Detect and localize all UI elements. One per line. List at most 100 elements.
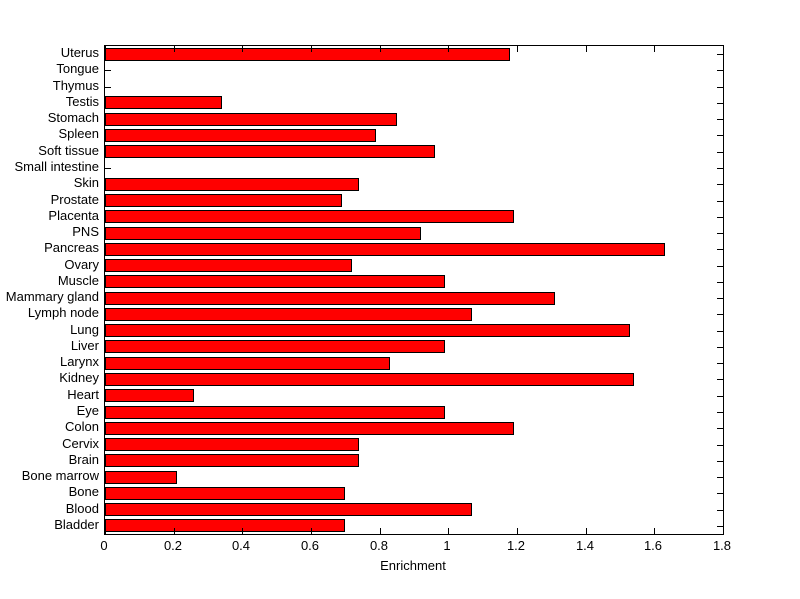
y-tick-right bbox=[717, 379, 723, 380]
y-tick-right bbox=[717, 526, 723, 527]
y-tick-label: Tongue bbox=[56, 61, 99, 76]
y-tick-label: Stomach bbox=[47, 110, 99, 125]
bar-eye bbox=[105, 406, 445, 419]
y-tick-right bbox=[717, 510, 723, 511]
y-tick-right bbox=[717, 87, 723, 88]
bar-larynx bbox=[105, 357, 390, 370]
y-tick-label: Uterus bbox=[60, 45, 99, 60]
y-tick-left bbox=[105, 87, 111, 88]
y-tick-label: Ovary bbox=[64, 257, 99, 272]
x-tick-label: 1.8 bbox=[712, 538, 732, 553]
y-tick-label: Small intestine bbox=[14, 159, 99, 174]
y-tick-right bbox=[717, 249, 723, 250]
x-tick-top bbox=[242, 46, 243, 52]
y-tick-right bbox=[717, 266, 723, 267]
y-tick-label: Muscle bbox=[57, 273, 99, 288]
x-tick-top bbox=[586, 46, 587, 52]
x-tick-top bbox=[517, 46, 518, 52]
bar-pancreas bbox=[105, 243, 665, 256]
y-tick-right bbox=[717, 314, 723, 315]
x-tick-bottom bbox=[586, 528, 587, 534]
bar-brain bbox=[105, 454, 359, 467]
y-tick-right bbox=[717, 70, 723, 71]
y-tick-label: Blood bbox=[65, 501, 99, 516]
y-tick-right bbox=[717, 54, 723, 55]
bar-ovary bbox=[105, 259, 352, 272]
bar-kidney bbox=[105, 373, 634, 386]
y-tick-right bbox=[717, 201, 723, 202]
x-tick-bottom bbox=[242, 528, 243, 534]
bar-bone-marrow bbox=[105, 471, 177, 484]
x-tick-top bbox=[380, 46, 381, 52]
x-tick-top bbox=[448, 46, 449, 52]
y-tick-right bbox=[717, 217, 723, 218]
bar-liver bbox=[105, 340, 445, 353]
y-tick-label: Mammary gland bbox=[5, 289, 99, 304]
y-tick-label: Eye bbox=[76, 403, 99, 418]
bar-soft-tissue bbox=[105, 145, 435, 158]
bar-lung bbox=[105, 324, 630, 337]
x-tick-bottom bbox=[654, 528, 655, 534]
x-axis-title: Enrichment bbox=[380, 558, 446, 573]
y-tick-label: Heart bbox=[67, 387, 99, 402]
x-tick-label: 1.4 bbox=[575, 538, 595, 553]
x-tick-label: 1.2 bbox=[506, 538, 526, 553]
y-tick-right bbox=[717, 184, 723, 185]
y-tick-label: Kidney bbox=[59, 370, 99, 385]
y-tick-label: Colon bbox=[65, 419, 99, 434]
bar-pns bbox=[105, 227, 421, 240]
x-tick-top bbox=[654, 46, 655, 52]
bar-spleen bbox=[105, 129, 376, 142]
y-tick-label: Pancreas bbox=[44, 240, 99, 255]
bar-colon bbox=[105, 422, 514, 435]
y-tick-right bbox=[717, 461, 723, 462]
y-tick-label: Prostate bbox=[50, 192, 99, 207]
y-tick-right bbox=[717, 412, 723, 413]
y-tick-right bbox=[717, 103, 723, 104]
x-tick-bottom bbox=[380, 528, 381, 534]
y-tick-right bbox=[717, 331, 723, 332]
y-tick-label: Soft tissue bbox=[38, 143, 99, 158]
bar-heart bbox=[105, 389, 194, 402]
x-tick-bottom bbox=[105, 528, 106, 534]
x-tick-label: 1.6 bbox=[643, 538, 663, 553]
x-tick-bottom bbox=[517, 528, 518, 534]
x-tick-label: 0.4 bbox=[231, 538, 251, 553]
y-tick-left bbox=[105, 70, 111, 71]
x-tick-top bbox=[174, 46, 175, 52]
x-tick-label: 0.2 bbox=[163, 538, 183, 553]
y-tick-label: Bone bbox=[68, 484, 99, 499]
bar-placenta bbox=[105, 210, 514, 223]
bar-skin bbox=[105, 178, 359, 191]
y-tick-right bbox=[717, 135, 723, 136]
y-tick-label: Placenta bbox=[48, 208, 99, 223]
y-tick-label: Liver bbox=[70, 338, 99, 353]
x-tick-label: 0 bbox=[100, 538, 108, 553]
x-tick-label: 1 bbox=[443, 538, 451, 553]
y-tick-right bbox=[717, 347, 723, 348]
y-tick-right bbox=[717, 152, 723, 153]
bar-stomach bbox=[105, 113, 397, 126]
bar-lymph-node bbox=[105, 308, 472, 321]
y-tick-right bbox=[717, 233, 723, 234]
y-tick-right bbox=[717, 168, 723, 169]
bar-uterus bbox=[105, 48, 510, 61]
y-tick-label: Skin bbox=[73, 175, 99, 190]
y-tick-right bbox=[717, 282, 723, 283]
bar-blood bbox=[105, 503, 472, 516]
y-tick-label: Cervix bbox=[62, 436, 99, 451]
x-tick-bottom bbox=[448, 528, 449, 534]
y-tick-label: Lung bbox=[70, 322, 99, 337]
bar-bone bbox=[105, 487, 345, 500]
y-tick-right bbox=[717, 396, 723, 397]
y-tick-right bbox=[717, 363, 723, 364]
x-tick-bottom bbox=[311, 528, 312, 534]
x-tick-label: 0.8 bbox=[369, 538, 389, 553]
bar-mammary-gland bbox=[105, 292, 555, 305]
y-tick-label: Bladder bbox=[54, 517, 99, 532]
plot-area bbox=[104, 45, 724, 535]
bar-muscle bbox=[105, 275, 445, 288]
bar-bladder bbox=[105, 519, 345, 532]
y-tick-label: Larynx bbox=[59, 354, 99, 369]
y-tick-left bbox=[105, 168, 111, 169]
